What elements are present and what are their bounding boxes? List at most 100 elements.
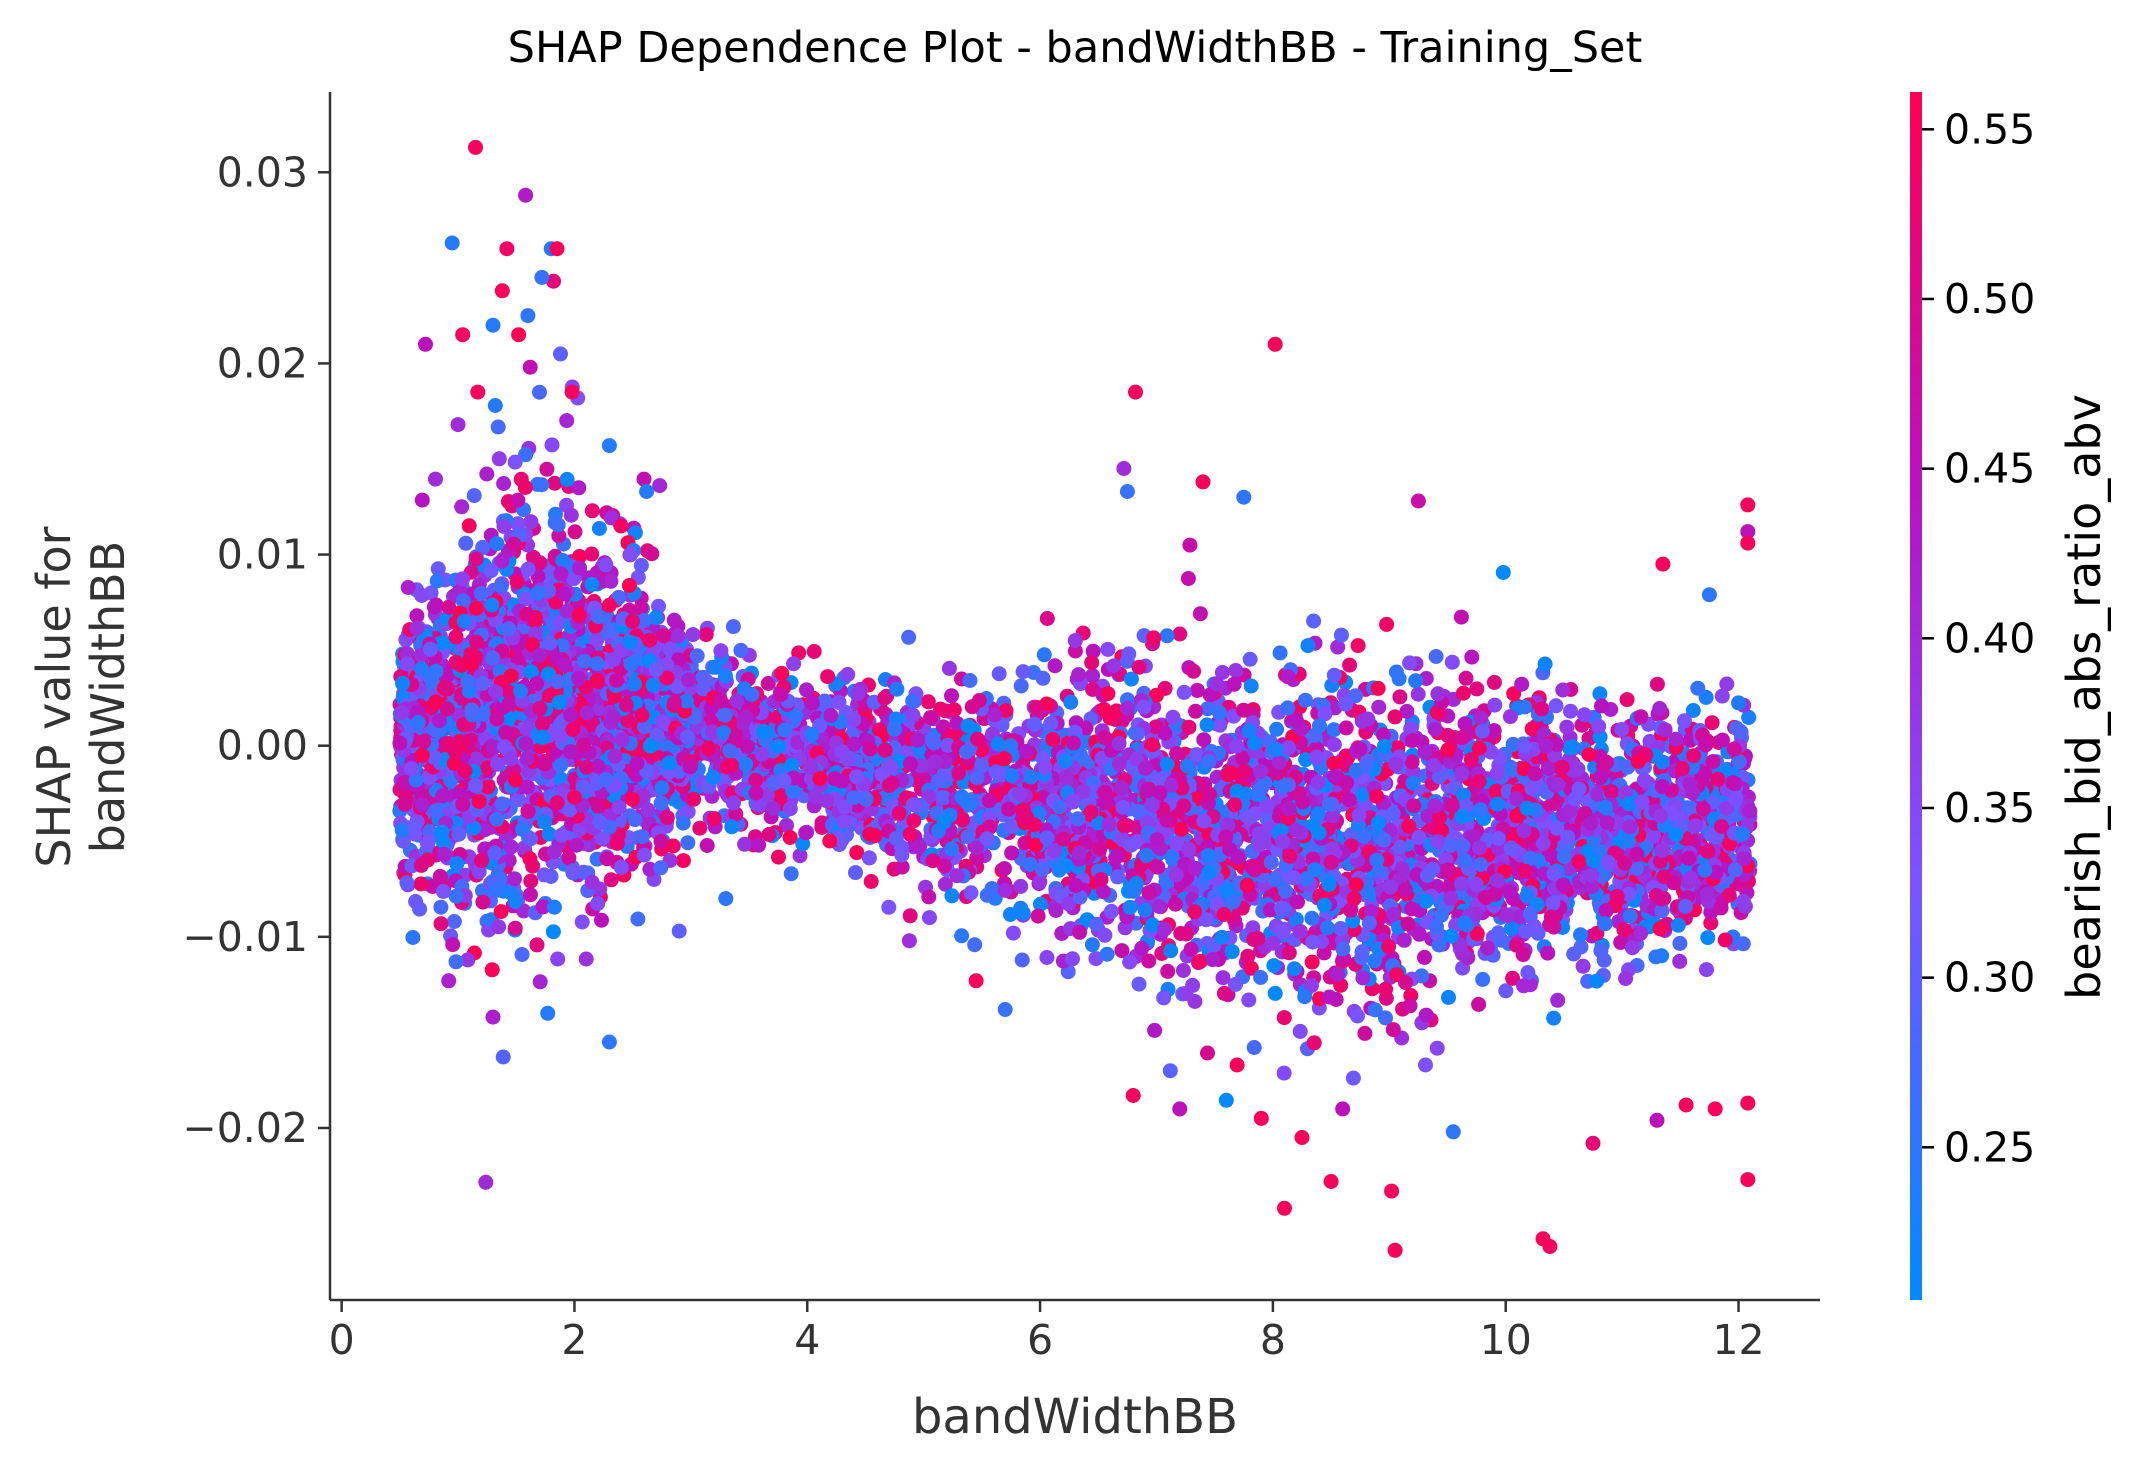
scatter-point — [675, 815, 691, 831]
scatter-point — [1212, 705, 1228, 721]
scatter-point — [1418, 1057, 1433, 1073]
scatter-point — [428, 471, 443, 487]
scatter-point — [737, 836, 753, 852]
scatter-point — [1039, 950, 1055, 965]
scatter-point — [1350, 1008, 1365, 1024]
scatter-point — [792, 848, 808, 864]
scatter-point — [433, 899, 449, 915]
scatter-point — [954, 928, 970, 944]
scatter-point — [1444, 654, 1460, 670]
scatter-point — [902, 826, 918, 842]
scatter-point — [544, 437, 560, 453]
scatter-point — [507, 920, 523, 936]
scatter-point — [1550, 992, 1566, 1008]
scatter-point — [774, 665, 790, 681]
scatter-point — [651, 598, 666, 614]
scatter-point — [1175, 963, 1191, 978]
scatter-point — [1121, 646, 1137, 662]
scatter-point — [1131, 976, 1147, 992]
scatter-point — [1399, 703, 1415, 719]
scatter-point — [1189, 682, 1205, 698]
scatter-point — [1275, 924, 1291, 940]
scatter-point — [532, 974, 548, 990]
scatter-point — [979, 887, 995, 903]
scatter-point — [572, 549, 587, 564]
scatter-point — [1342, 657, 1358, 673]
scatter-point — [1151, 899, 1167, 914]
scatter-point — [408, 894, 424, 909]
scatter-point — [991, 666, 1007, 682]
scatter-point — [1229, 1057, 1245, 1073]
scatter-point — [1096, 701, 1112, 717]
scatter-point — [630, 911, 646, 927]
scatter-point — [1241, 992, 1257, 1008]
scatter-point — [1183, 941, 1199, 957]
scatter-point — [1067, 643, 1083, 659]
scatter-point — [699, 838, 715, 853]
scatter-point — [848, 865, 863, 881]
scatter-point — [1122, 899, 1138, 915]
scatter-point — [584, 503, 600, 519]
scatter-point — [1354, 713, 1370, 729]
scatter-point — [475, 894, 491, 910]
scatter-point — [806, 644, 822, 659]
scatter-point — [490, 419, 506, 435]
scatter-point — [454, 499, 470, 515]
scatter-point — [923, 710, 939, 725]
scatter-point — [1027, 716, 1042, 732]
scatter-point — [484, 962, 500, 978]
scatter-point — [491, 919, 507, 935]
scatter-point — [1392, 689, 1408, 705]
scatter-point — [523, 873, 539, 889]
scatter-point — [1517, 699, 1533, 715]
scatter-point — [1147, 1022, 1163, 1038]
scatter-point — [1214, 929, 1230, 945]
scatter-point — [680, 835, 696, 851]
scatter-point — [429, 573, 445, 589]
scatter-point — [1700, 930, 1716, 946]
scatter-point — [1043, 716, 1059, 731]
scatter-point — [1648, 949, 1664, 965]
scatter-point — [1176, 684, 1192, 700]
scatter-point — [594, 912, 609, 928]
scatter-point — [1002, 907, 1018, 922]
scatter-point — [1276, 1010, 1292, 1026]
scatter-point — [1714, 688, 1730, 704]
scatter-point — [448, 954, 464, 970]
scatter-point — [1266, 958, 1282, 974]
scatter-point — [725, 619, 741, 635]
scatter-point — [1018, 743, 1034, 759]
scatter-point — [1473, 710, 1489, 726]
scatter-point — [1326, 737, 1342, 753]
scatter-point — [1242, 651, 1258, 667]
scatter-point — [850, 685, 866, 701]
scatter-point — [1246, 1040, 1262, 1055]
scatter-point — [1014, 952, 1030, 968]
scatter-point — [1735, 936, 1751, 952]
scatter-point — [445, 937, 461, 953]
scatter-point — [523, 514, 539, 530]
scatter-point — [1487, 697, 1503, 713]
scatter-point — [1354, 944, 1370, 960]
scatter-point — [922, 910, 937, 926]
scatter-point — [921, 889, 937, 905]
scatter-point — [514, 947, 530, 962]
scatter-point — [1378, 981, 1394, 997]
scatter-point — [941, 660, 957, 676]
scatter-point — [1672, 953, 1688, 969]
scatter-point — [902, 908, 918, 924]
scatter-points — [392, 139, 1758, 1258]
scatter-point — [1047, 658, 1063, 674]
scatter-point — [901, 629, 917, 645]
scatter-point — [1441, 989, 1456, 1005]
scatter-point — [937, 876, 953, 892]
scatter-point — [1182, 537, 1198, 553]
scatter-point — [760, 676, 776, 691]
scatter-point — [636, 847, 652, 863]
scatter-point — [588, 633, 604, 649]
scatter-point — [1114, 943, 1130, 959]
scatter-point — [1015, 664, 1031, 680]
scatter-point — [783, 866, 799, 882]
scatter-point — [1733, 724, 1749, 740]
scatter-point — [603, 872, 619, 888]
